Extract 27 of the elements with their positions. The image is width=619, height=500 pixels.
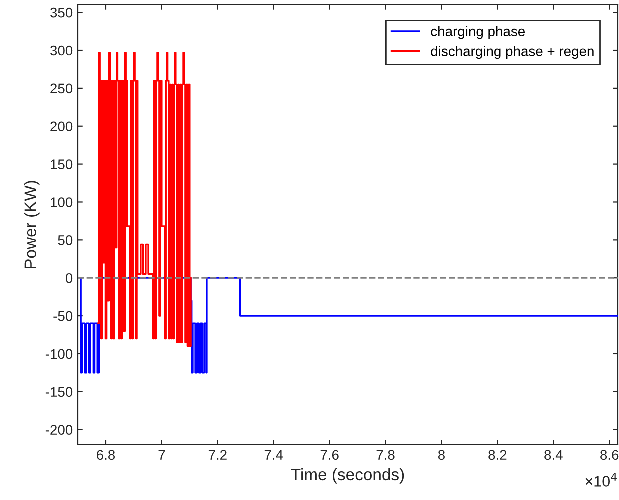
y-tick-label: 350 [50,8,73,18]
y-tick-label: 200 [50,122,73,132]
y-tick-label: 250 [50,84,73,94]
y-tick-label: 100 [51,198,73,208]
x-tick-label: 7.2 [208,450,227,460]
x-axis-title: Time (seconds) [291,468,404,484]
x-tick-label: 8 [438,450,445,460]
y-tick-label: -50 [54,311,73,322]
y-tick-label: 50 [58,236,73,246]
x-tick-label: 7 [158,450,166,460]
x-tick-label: 7.6 [320,450,339,460]
text: ×10$^{4}$ [586,473,617,487]
x-tick-label: 8.2 [488,450,507,460]
y-tick-label: 0 [66,273,73,284]
legend-label: discharging phase + regen [431,46,594,60]
x-tick-label: 6.8 [97,450,116,460]
y-tick-label: -150 [46,387,73,398]
y-tick-label: 300 [50,46,73,56]
y-tick-label: -200 [46,425,73,435]
y-tick-label: 150 [51,160,73,170]
y-axis-title: Power (KW) [24,181,40,269]
legend-label: charging phase [431,26,525,40]
x-tick-label: 7.4 [264,450,284,460]
y-tick-label: -100 [46,349,73,360]
x-tick-label: 8.4 [544,450,563,460]
x-tick-label: 7.8 [376,450,395,460]
x-tick-label: 8.6 [600,450,619,460]
